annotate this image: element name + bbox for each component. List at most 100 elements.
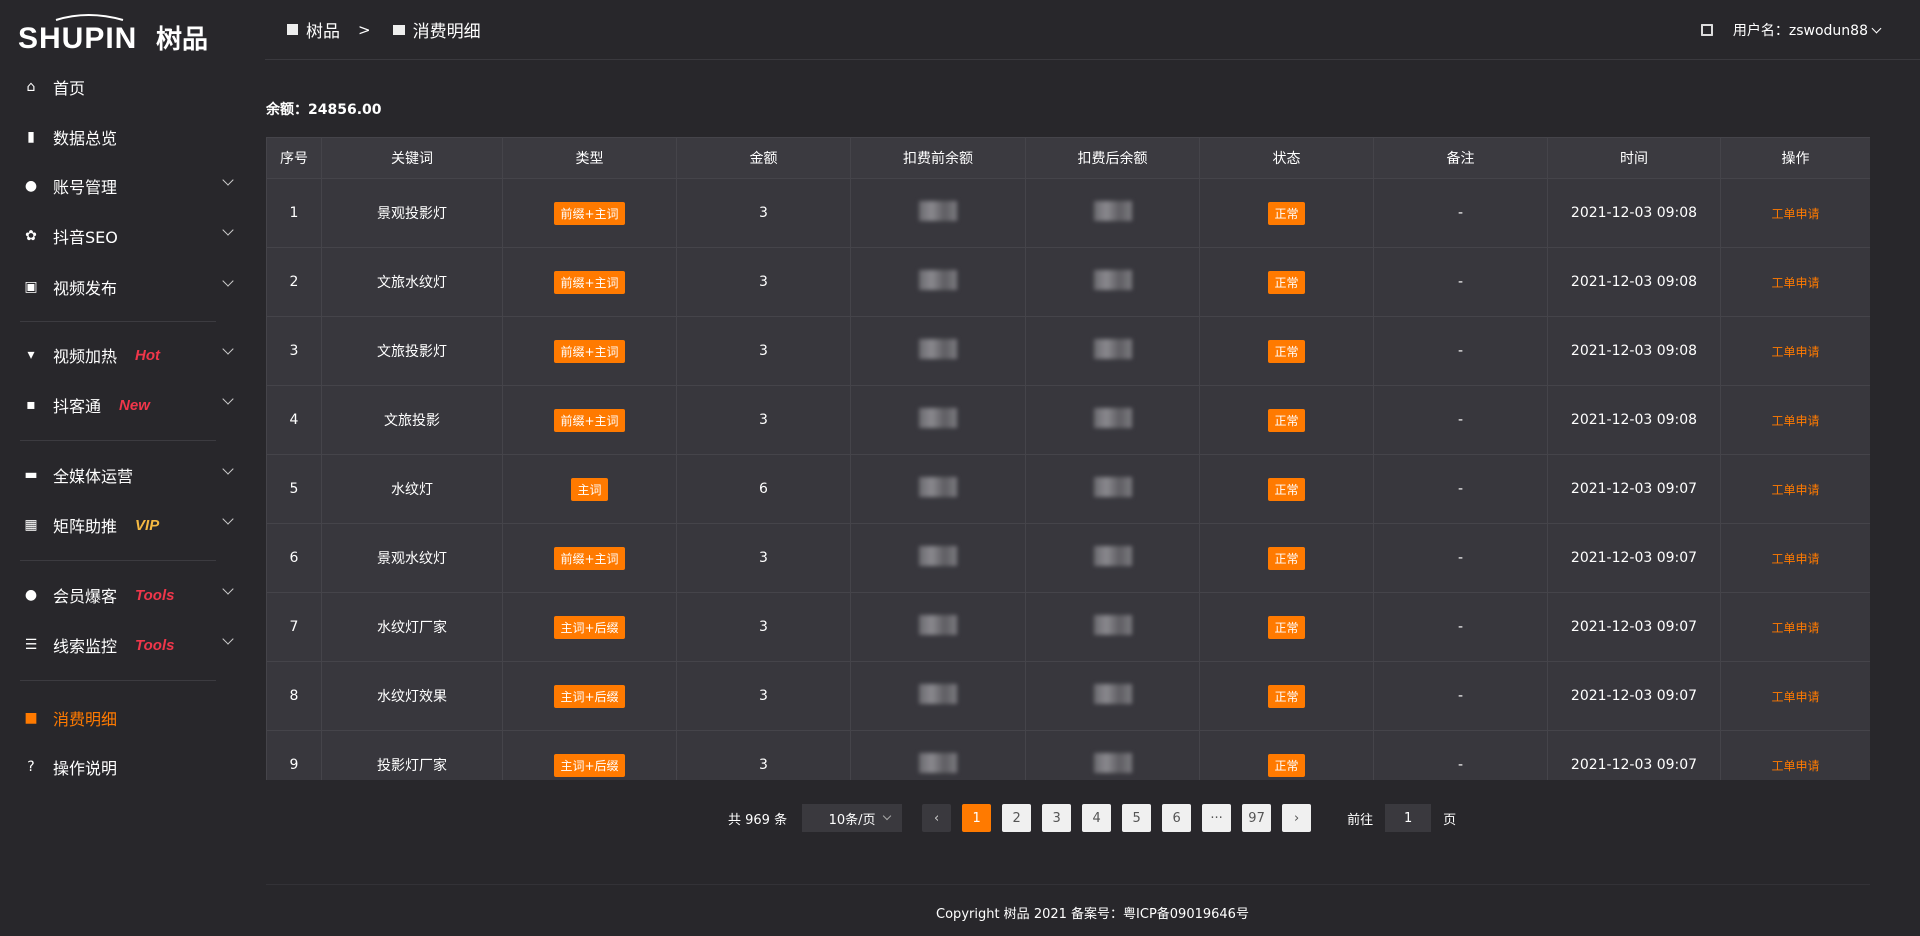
logo: SHUPIN 树品 xyxy=(18,12,228,52)
type-badge: 前缀+主词 xyxy=(554,201,625,225)
amount: 3 xyxy=(676,178,851,248)
balance-before-blurred xyxy=(919,684,957,704)
type-badge: 主词+后缀 xyxy=(554,684,625,708)
balance-after-blurred xyxy=(1093,339,1132,359)
page-button[interactable]: 3 xyxy=(1042,804,1072,832)
amount: 6 xyxy=(676,454,851,524)
page-button[interactable]: 4 xyxy=(1082,804,1112,832)
column-header: 操作 xyxy=(1720,137,1870,179)
sidebar-item-2[interactable]: ● 账号管理 xyxy=(22,168,234,204)
ticket-apply-link[interactable]: 工单申请 xyxy=(1771,275,1820,290)
time: 2021-12-03 09:07 xyxy=(1547,661,1721,731)
user-icon: ● xyxy=(24,587,38,603)
goto-page-input[interactable]: 1 xyxy=(1385,804,1432,832)
ticket-apply-link[interactable]: 工单申请 xyxy=(1771,620,1820,635)
row-number: 7 xyxy=(266,592,322,662)
page-button[interactable]: ··· xyxy=(1202,804,1232,832)
sidebar-item-0[interactable]: ⌂ 首页 xyxy=(22,69,232,105)
remark: - xyxy=(1373,178,1548,248)
ticket-apply-link[interactable]: 工单申请 xyxy=(1771,344,1820,359)
sidebar-divider xyxy=(20,680,216,681)
balance-before-blurred xyxy=(919,408,957,428)
row-number: 1 xyxy=(266,178,322,248)
sidebar-item-4[interactable]: ▣ 视频发布 xyxy=(22,269,234,305)
chevron-down-icon xyxy=(222,343,234,355)
total-count: 共 969 条 xyxy=(728,812,788,828)
balance-after-blurred xyxy=(1093,615,1132,635)
consumption-table: 序号 关键词 类型 金额 扣费前余额 扣费后余额 状态 备注 时间 操作 1 景观投影灯 前缀+主… xyxy=(266,137,1870,780)
type-badge: 前缀+主词 xyxy=(554,270,625,294)
sidebar-item-10[interactable]: ☰ 线索监控 Tools xyxy=(22,627,234,663)
row-number: 8 xyxy=(266,661,322,731)
chevron-down-icon xyxy=(222,513,234,525)
user-menu[interactable]: 用户名：zswodun88 xyxy=(1700,20,1882,40)
balance-before-blurred xyxy=(919,753,957,773)
sidebar-item-label: 全媒体运营 xyxy=(53,467,134,486)
chevron-down-icon xyxy=(222,174,234,186)
page-button[interactable]: 5 xyxy=(1122,804,1152,832)
page-button[interactable]: 97 xyxy=(1242,804,1272,832)
sidebar-item-label: 视频加热 xyxy=(53,347,118,366)
column-header: 类型 xyxy=(502,137,677,179)
balance-before-blurred xyxy=(919,477,957,497)
sidebar-item-label: 线索监控 xyxy=(53,637,118,656)
fire-board-icon: ▾ xyxy=(27,347,35,363)
sidebar-item-5[interactable]: ▾ 视频加热 Hot xyxy=(22,337,234,373)
table-row: 8 水纹灯效果 主词+后缀 3 正常 - 2021-12-03 09:07 工单… xyxy=(266,661,1870,731)
pagination: 共 969 条 10条/页 ‹ 1 2 3 4 5 6 ··· 97 › 前往 1 页 xyxy=(728,804,1456,832)
page-button[interactable]: 6 xyxy=(1162,804,1192,832)
page-button[interactable]: 2 xyxy=(1002,804,1032,832)
balance-before-blurred xyxy=(919,270,957,290)
chevron-down-icon xyxy=(222,463,234,475)
ticket-apply-link[interactable]: 工单申请 xyxy=(1771,482,1820,497)
balance-before-blurred xyxy=(919,615,957,635)
sidebar-item-6[interactable]: ▪ 抖客通 New xyxy=(22,387,234,423)
row-number: 9 xyxy=(266,730,322,780)
row-number: 3 xyxy=(266,316,322,386)
ticket-apply-link[interactable]: 工单申请 xyxy=(1771,758,1820,773)
type-badge: 前缀+主词 xyxy=(554,546,625,570)
sidebar-item-8[interactable]: ▦ 矩阵助推 VIP xyxy=(22,507,234,543)
sidebar-divider xyxy=(20,440,216,441)
keyword: 景观投影灯 xyxy=(321,178,503,248)
amount: 3 xyxy=(676,247,851,317)
remark: - xyxy=(1373,316,1548,386)
home-icon: ⌂ xyxy=(26,79,36,95)
type-badge: 主词+后缀 xyxy=(554,753,625,777)
keyword: 水纹灯厂家 xyxy=(321,592,503,662)
column-header: 扣费前余额 xyxy=(850,137,1026,179)
status-badge: 正常 xyxy=(1268,546,1305,570)
balance-label: 余额： xyxy=(266,102,308,118)
sidebar-item-tag: Tools xyxy=(135,636,175,654)
time: 2021-12-03 09:07 xyxy=(1547,730,1721,780)
amount: 3 xyxy=(676,661,851,731)
balance-after-blurred xyxy=(1093,270,1132,290)
sidebar-item-12[interactable]: ? 操作说明 xyxy=(22,749,232,785)
ticket-apply-link[interactable]: 工单申请 xyxy=(1771,206,1820,221)
status-badge: 正常 xyxy=(1268,753,1305,777)
sidebar-item-11[interactable]: ■ 消费明细 xyxy=(22,700,232,736)
page-size-select[interactable]: 10条/页 xyxy=(802,804,903,832)
keyword: 文旅水纹灯 xyxy=(321,247,503,317)
header: 树品 > 消费明细 用户名：zswodun88 xyxy=(265,0,1920,60)
sidebar-item-1[interactable]: ▮ 数据总览 xyxy=(22,119,232,155)
fullscreen-icon[interactable] xyxy=(1700,24,1713,36)
page-button[interactable]: 1 xyxy=(962,804,992,832)
ticket-apply-link[interactable]: 工单申请 xyxy=(1771,413,1820,428)
breadcrumb: 树品 > 消费明细 xyxy=(287,17,481,42)
amount: 3 xyxy=(676,592,851,662)
balance-after-blurred xyxy=(1093,408,1132,428)
ticket-apply-link[interactable]: 工单申请 xyxy=(1771,689,1820,704)
sidebar-item-9[interactable]: ● 会员爆客 Tools xyxy=(22,577,234,613)
ticket-apply-link[interactable]: 工单申请 xyxy=(1771,551,1820,566)
sidebar-item-label: 消费明细 xyxy=(53,710,118,729)
breadcrumb-home[interactable]: 树品 xyxy=(306,22,340,42)
next-page-button[interactable]: › xyxy=(1282,804,1312,832)
sidebar-item-7[interactable]: ▬ 全媒体运营 xyxy=(22,457,234,493)
sidebar-item-3[interactable]: ✿ 抖音SEO xyxy=(22,218,234,254)
chat-icon: ▪ xyxy=(26,397,36,413)
goto-label: 前往 xyxy=(1347,812,1374,828)
page-size-value: 10条/页 xyxy=(828,812,876,828)
prev-page-button[interactable]: ‹ xyxy=(922,804,952,832)
table-row: 5 水纹灯 主词 6 正常 - 2021-12-03 09:07 工单申请 xyxy=(266,454,1870,524)
